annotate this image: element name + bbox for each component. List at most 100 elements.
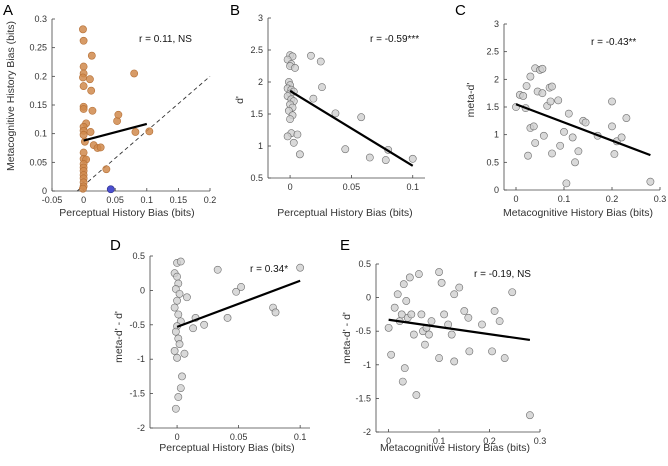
data-point-b (408, 154, 417, 163)
data-point-d (170, 303, 179, 312)
plot-area-b: 0 0.05 0.1 0.5 1 1.5 2 2.5 3 (250, 13, 425, 192)
data-point-e (387, 350, 396, 359)
x-tick-label-c: 0.3 (654, 194, 667, 204)
data-point-e (455, 283, 464, 292)
ylabel-e: meta-d' - d' (341, 312, 353, 364)
data-point-c (622, 114, 631, 122)
data-point-a (79, 36, 88, 45)
data-point-d (180, 349, 189, 358)
y-tick-label-c: 2 (494, 74, 499, 84)
plot-area-c: 0 0.1 0.2 0.3 0 0.5 1 1.5 2 2.5 3 (486, 19, 666, 204)
y-tick-label-e: -2 (363, 427, 371, 437)
data-point-a (79, 130, 88, 139)
data-point-a (102, 165, 111, 174)
data-point-e (478, 320, 486, 329)
y-tick-label-b: 3 (258, 13, 263, 23)
data-point-d (175, 289, 184, 298)
plot-area-d: 0 0.05 0.1 -2 -1.5 -1 -0.5 0 0.5 (129, 251, 310, 442)
x-tick-label-c: 0.2 (606, 194, 619, 204)
y-tick-label-a: 0.3 (34, 14, 47, 24)
panel-label-c: C (455, 2, 466, 19)
y-tick-label-c: 0.5 (486, 157, 499, 167)
y-tick-label-b: 2.5 (250, 45, 263, 55)
data-point-e (397, 310, 406, 319)
data-point-b (291, 64, 299, 72)
data-point-a (79, 25, 87, 34)
y-tick-label-a: 0.15 (29, 100, 47, 110)
data-point-a (87, 86, 96, 95)
data-point-e (490, 307, 499, 315)
data-point-c (522, 82, 531, 90)
y-tick-label-a: 0 (42, 186, 47, 196)
highlight-point-a (106, 185, 115, 194)
data-point-c (548, 149, 556, 158)
data-point-e (399, 280, 408, 289)
y-tick-label-b: 1 (258, 141, 263, 151)
x-tick-label-b: 0 (288, 182, 293, 192)
xlabel-d: Perceptual History Bias (bits) (159, 442, 294, 454)
data-point-e (427, 317, 436, 326)
data-point-c (538, 64, 547, 73)
data-point-c (564, 109, 573, 118)
data-point-d (175, 340, 184, 348)
data-point-e (398, 377, 407, 386)
data-point-b (318, 83, 326, 92)
panel-c: C r = -0.43** Metacognitive History Bias… (455, 2, 666, 219)
data-point-d (189, 324, 197, 333)
x-tick-label-c: 0 (513, 194, 518, 204)
y-tick-label-a: 0.1 (34, 129, 47, 139)
x-tick-label-a: 0.05 (106, 195, 124, 205)
data-point-d (173, 272, 181, 281)
data-point-c (581, 118, 590, 127)
data-point-c (560, 127, 568, 136)
data-point-c (548, 82, 556, 91)
data-point-c (538, 89, 547, 98)
data-point-c (608, 97, 616, 106)
data-point-c (529, 122, 538, 131)
data-point-a (96, 143, 105, 152)
data-point-b (331, 109, 340, 118)
y-tick-label-a: 0.2 (34, 71, 47, 81)
data-point-d (223, 314, 232, 322)
data-point-c (610, 150, 619, 158)
y-tick-label-b: 2 (258, 77, 263, 87)
data-point-d (232, 287, 241, 296)
x-tick-label-a: -0.05 (42, 195, 63, 205)
data-point-e (440, 310, 449, 319)
data-point-e (417, 310, 426, 319)
data-point-c (646, 177, 655, 186)
y-tick-label-e: -0.5 (355, 326, 371, 336)
data-point-e (405, 273, 414, 282)
data-point-d (271, 308, 280, 317)
data-point-d (183, 293, 191, 302)
data-point-c (546, 97, 555, 106)
data-point-c (568, 133, 577, 142)
data-point-d (173, 353, 181, 362)
data-point-d (174, 393, 183, 401)
y-tick-label-b: 0.5 (250, 173, 263, 183)
data-point-e (488, 347, 496, 356)
data-point-a (79, 82, 88, 90)
data-point-b (289, 138, 298, 147)
y-tick-label-d: -1.5 (129, 389, 145, 399)
data-point-e (464, 313, 473, 322)
y-tick-label-b: 1.5 (250, 109, 263, 119)
x-tick-label-e: 0 (386, 436, 391, 446)
y-tick-label-a: 0.05 (29, 157, 47, 167)
regression-line-c (515, 103, 651, 157)
y-tick-label-c: 1.5 (486, 102, 499, 112)
data-point-e (508, 288, 517, 297)
x-tick-label-d: 0 (175, 432, 180, 442)
data-point-c (608, 122, 616, 131)
x-tick-label-e: 0.1 (433, 436, 446, 446)
data-point-b (357, 113, 366, 122)
plot-area-e: 0 0.1 0.2 0.3 -2 -1.5 -1 -0.5 0 0.5 (355, 259, 546, 446)
data-point-d (171, 404, 180, 413)
data-point-a (131, 128, 140, 136)
y-tick-label-d: -0.5 (129, 320, 145, 330)
panel-label-e: E (340, 237, 350, 254)
data-point-a (113, 117, 121, 125)
x-tick-label-d: 0.05 (230, 432, 248, 442)
data-point-d (176, 257, 185, 266)
x-tick-label-a: 0.2 (204, 195, 217, 205)
